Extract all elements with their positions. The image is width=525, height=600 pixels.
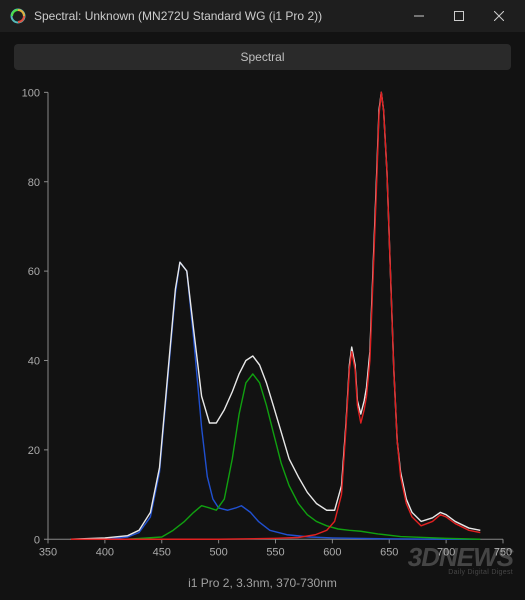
- svg-text:650: 650: [380, 547, 398, 559]
- titlebar: Spectral: Unknown (MN272U Standard WG (i…: [0, 0, 525, 32]
- tab-label: Spectral: [240, 50, 284, 64]
- svg-text:750: 750: [494, 547, 512, 559]
- chart-caption: i1 Pro 2, 3.3nm, 370-730nm: [10, 570, 515, 594]
- svg-text:500: 500: [209, 547, 227, 559]
- chart-area: 0 20 40 60 80 100 350 400 450 500 550 600 650 700 750: [10, 78, 515, 570]
- tab-spectral[interactable]: Spectral: [14, 44, 511, 70]
- close-button[interactable]: [479, 0, 519, 32]
- svg-text:100: 100: [22, 87, 40, 99]
- svg-text:400: 400: [96, 547, 114, 559]
- content-area: Spectral 0 20 40 60 80 100 350 400 450 500 550 600 6…: [0, 32, 525, 600]
- window-controls: [399, 0, 519, 32]
- svg-text:80: 80: [28, 177, 40, 189]
- svg-text:60: 60: [28, 266, 40, 278]
- maximize-button[interactable]: [439, 0, 479, 32]
- svg-text:700: 700: [437, 547, 455, 559]
- svg-text:550: 550: [266, 547, 284, 559]
- svg-text:600: 600: [323, 547, 341, 559]
- window-title: Spectral: Unknown (MN272U Standard WG (i…: [34, 9, 399, 23]
- svg-text:40: 40: [28, 355, 40, 367]
- app-icon: [10, 8, 26, 24]
- svg-text:0: 0: [34, 534, 40, 546]
- spectral-chart: 0 20 40 60 80 100 350 400 450 500 550 600 650 700 750: [10, 78, 515, 570]
- minimize-button[interactable]: [399, 0, 439, 32]
- svg-text:20: 20: [28, 445, 40, 457]
- svg-text:350: 350: [39, 547, 57, 559]
- svg-text:450: 450: [153, 547, 171, 559]
